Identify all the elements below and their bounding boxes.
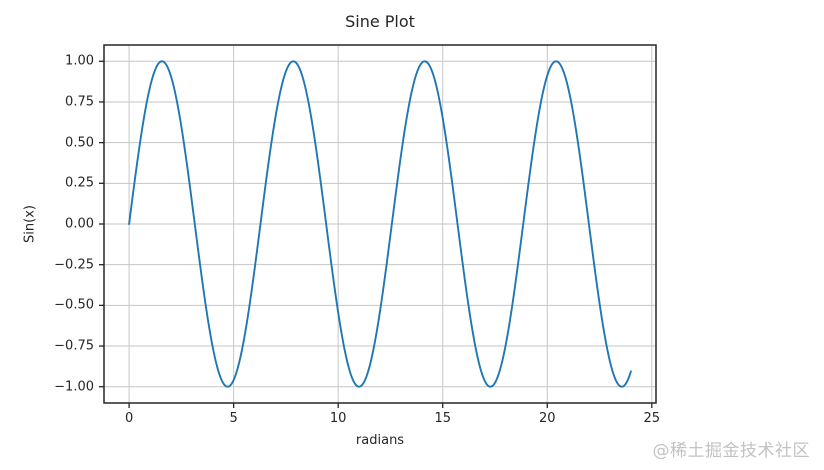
tick-marks (99, 60, 653, 408)
y-tick-label: −0.25 (54, 257, 94, 273)
x-tick-label: 5 (229, 411, 238, 426)
y-tick-label: 1.00 (65, 53, 94, 69)
x-tick-label: 0 (124, 411, 134, 426)
x-tick-label: 10 (329, 411, 347, 426)
x-tick-label: 15 (434, 411, 451, 426)
y-tick-label: −1.00 (54, 379, 94, 395)
y-tick-label: −0.75 (54, 338, 94, 354)
watermark-text: @稀土掘金技术社区 (652, 441, 810, 461)
y-tick-label: 0.25 (65, 175, 94, 191)
sine-curve (128, 60, 632, 388)
y-tick-label: 0.50 (65, 135, 94, 151)
grid-lines (104, 45, 656, 403)
y-tick-label: 0.75 (65, 94, 94, 110)
y-axis-label: Sin(x) (22, 205, 38, 243)
x-axis-label: radians (355, 433, 405, 448)
y-tick-label: 0.00 (65, 216, 94, 232)
x-tick-label: 25 (643, 411, 661, 426)
y-tick-label: −0.50 (54, 297, 94, 313)
chart-title: Sine Plot (345, 12, 415, 31)
x-tick-label: 20 (538, 411, 556, 426)
